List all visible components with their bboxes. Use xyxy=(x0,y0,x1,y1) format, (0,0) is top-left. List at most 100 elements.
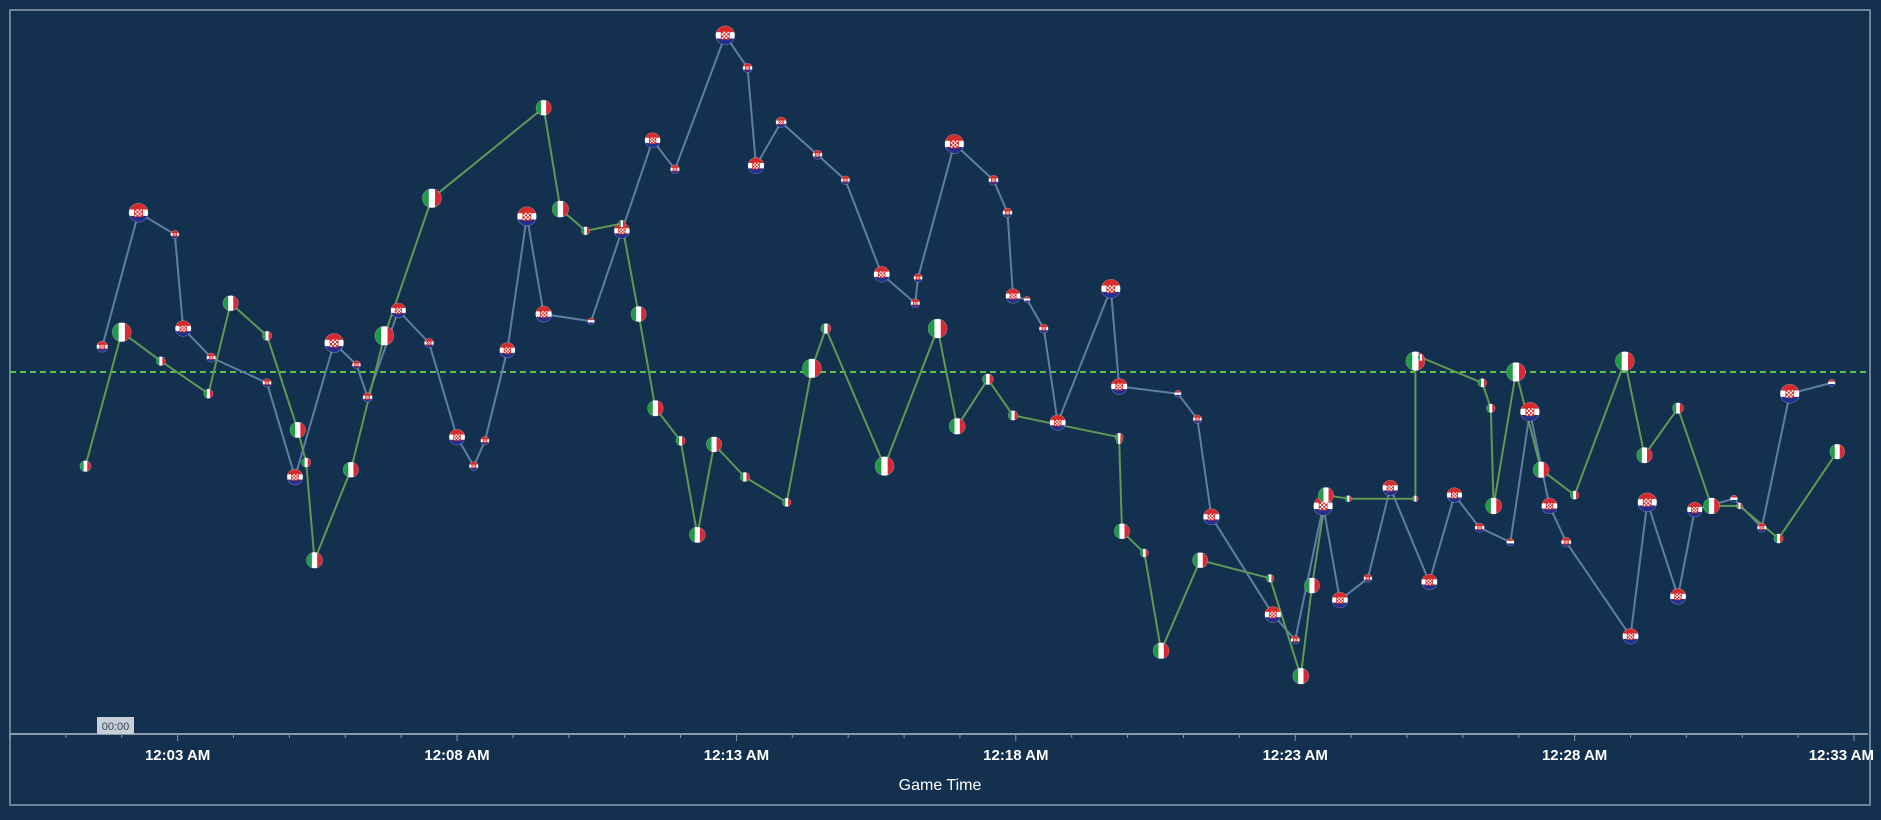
croatia-flag-point[interactable] xyxy=(1383,480,1398,495)
croatia-flag-point[interactable] xyxy=(352,361,360,369)
italy-flag-point[interactable] xyxy=(1673,403,1684,414)
croatia-flag-point[interactable] xyxy=(1542,498,1558,514)
croatia-flag-point[interactable] xyxy=(1265,607,1281,623)
croatia-flag-point[interactable] xyxy=(743,63,752,72)
croatia-flag-point[interactable] xyxy=(1050,415,1066,431)
italy-flag-point[interactable] xyxy=(821,324,831,334)
italy-flag-point[interactable] xyxy=(1478,379,1487,388)
croatia-flag-point[interactable] xyxy=(1623,628,1639,644)
italy-flag-point[interactable] xyxy=(1418,354,1424,360)
croatia-flag-point[interactable] xyxy=(287,469,303,485)
italy-flag-point[interactable] xyxy=(1637,447,1653,463)
italy-flag-point[interactable] xyxy=(552,201,568,217)
croatia-flag-point[interactable] xyxy=(1828,379,1835,386)
italy-flag-point[interactable] xyxy=(1318,487,1333,502)
croatia-flag-point[interactable] xyxy=(129,203,148,222)
croatia-flag-point[interactable] xyxy=(1039,324,1048,333)
italy-flag-point[interactable] xyxy=(301,458,310,467)
italy-flag-point[interactable] xyxy=(1153,643,1169,659)
italy-flag-point[interactable] xyxy=(928,319,947,338)
croatia-flag-point[interactable] xyxy=(469,462,478,471)
croatia-flag-point[interactable] xyxy=(776,117,786,127)
croatia-flag-point[interactable] xyxy=(645,133,660,148)
italy-flag-point[interactable] xyxy=(156,357,165,366)
croatia-flag-point[interactable] xyxy=(207,353,216,362)
croatia-flag-point[interactable] xyxy=(481,436,490,445)
italy-flag-point[interactable] xyxy=(631,306,646,321)
croatia-flag-point[interactable] xyxy=(536,306,552,322)
italy-flag-point[interactable] xyxy=(782,498,791,507)
croatia-flag-point[interactable] xyxy=(325,334,344,353)
croatia-flag-point[interactable] xyxy=(1006,289,1021,304)
italy-flag-point[interactable] xyxy=(307,552,323,568)
croatia-flag-point[interactable] xyxy=(500,343,515,358)
croatia-flag-point[interactable] xyxy=(449,429,465,445)
croatia-flag-point[interactable] xyxy=(914,274,923,283)
croatia-flag-point[interactable] xyxy=(1291,636,1300,645)
italy-flag-point[interactable] xyxy=(740,472,749,481)
italy-flag-point[interactable] xyxy=(875,457,894,476)
italy-flag-point[interactable] xyxy=(1704,498,1720,514)
croatia-flag-point[interactable] xyxy=(263,379,272,388)
italy-flag-point[interactable] xyxy=(262,331,271,340)
italy-flag-point[interactable] xyxy=(422,189,441,208)
croatia-flag-point[interactable] xyxy=(748,158,764,174)
italy-flag-point[interactable] xyxy=(982,374,993,385)
italy-flag-point[interactable] xyxy=(1140,549,1148,557)
italy-flag-point[interactable] xyxy=(223,296,238,311)
italy-flag-point[interactable] xyxy=(1116,438,1122,444)
italy-flag-point[interactable] xyxy=(1266,574,1274,582)
italy-flag-point[interactable] xyxy=(1008,411,1018,421)
italy-flag-point[interactable] xyxy=(1570,491,1579,500)
italy-flag-point[interactable] xyxy=(1774,534,1783,543)
croatia-flag-point[interactable] xyxy=(171,230,179,238)
croatia-flag-point[interactable] xyxy=(1111,378,1127,394)
italy-flag-point[interactable] xyxy=(343,462,358,477)
italy-flag-point[interactable] xyxy=(1487,404,1496,413)
italy-flag-point[interactable] xyxy=(619,220,626,227)
croatia-flag-point[interactable] xyxy=(175,321,191,337)
croatia-flag-point[interactable] xyxy=(1193,415,1202,424)
croatia-flag-point[interactable] xyxy=(874,266,890,282)
croatia-flag-point[interactable] xyxy=(1757,523,1766,532)
croatia-flag-point[interactable] xyxy=(1175,390,1182,397)
italy-flag-point[interactable] xyxy=(802,359,821,378)
italy-flag-point[interactable] xyxy=(80,461,91,472)
italy-flag-point[interactable] xyxy=(581,227,589,235)
croatia-flag-point[interactable] xyxy=(1203,509,1219,525)
croatia-flag-point[interactable] xyxy=(1447,488,1462,503)
croatia-flag-point[interactable] xyxy=(841,176,850,185)
italy-flag-point[interactable] xyxy=(1615,352,1634,371)
croatia-flag-point[interactable] xyxy=(945,134,964,153)
croatia-flag-point[interactable] xyxy=(1638,493,1657,512)
croatia-flag-point[interactable] xyxy=(1422,574,1438,590)
croatia-flag-point[interactable] xyxy=(1024,296,1030,302)
italy-flag-point[interactable] xyxy=(204,389,213,398)
croatia-flag-point[interactable] xyxy=(1520,402,1539,421)
croatia-flag-point[interactable] xyxy=(588,318,595,325)
italy-flag-point[interactable] xyxy=(1193,553,1208,568)
croatia-flag-point[interactable] xyxy=(1475,523,1484,532)
croatia-flag-point[interactable] xyxy=(1730,495,1737,502)
italy-flag-point[interactable] xyxy=(1830,444,1845,459)
croatia-flag-point[interactable] xyxy=(517,207,536,226)
croatia-flag-point[interactable] xyxy=(911,299,920,308)
croatia-flag-point[interactable] xyxy=(1507,538,1514,545)
italy-flag-point[interactable] xyxy=(676,436,685,445)
croatia-flag-point[interactable] xyxy=(716,26,735,45)
italy-flag-point[interactable] xyxy=(1486,498,1502,514)
croatia-flag-point[interactable] xyxy=(391,303,406,318)
croatia-flag-point[interactable] xyxy=(363,393,372,402)
croatia-flag-point[interactable] xyxy=(813,150,822,159)
italy-flag-point[interactable] xyxy=(1345,496,1351,502)
croatia-flag-point[interactable] xyxy=(1003,208,1012,217)
croatia-flag-point[interactable] xyxy=(424,338,433,347)
italy-flag-point[interactable] xyxy=(375,326,394,345)
italy-flag-point[interactable] xyxy=(1114,524,1129,539)
croatia-flag-point[interactable] xyxy=(1332,592,1348,608)
italy-flag-point[interactable] xyxy=(1736,503,1742,509)
croatia-flag-point[interactable] xyxy=(670,165,679,174)
italy-flag-point[interactable] xyxy=(1533,462,1549,478)
italy-flag-point[interactable] xyxy=(1304,578,1319,593)
croatia-flag-point[interactable] xyxy=(989,175,999,185)
